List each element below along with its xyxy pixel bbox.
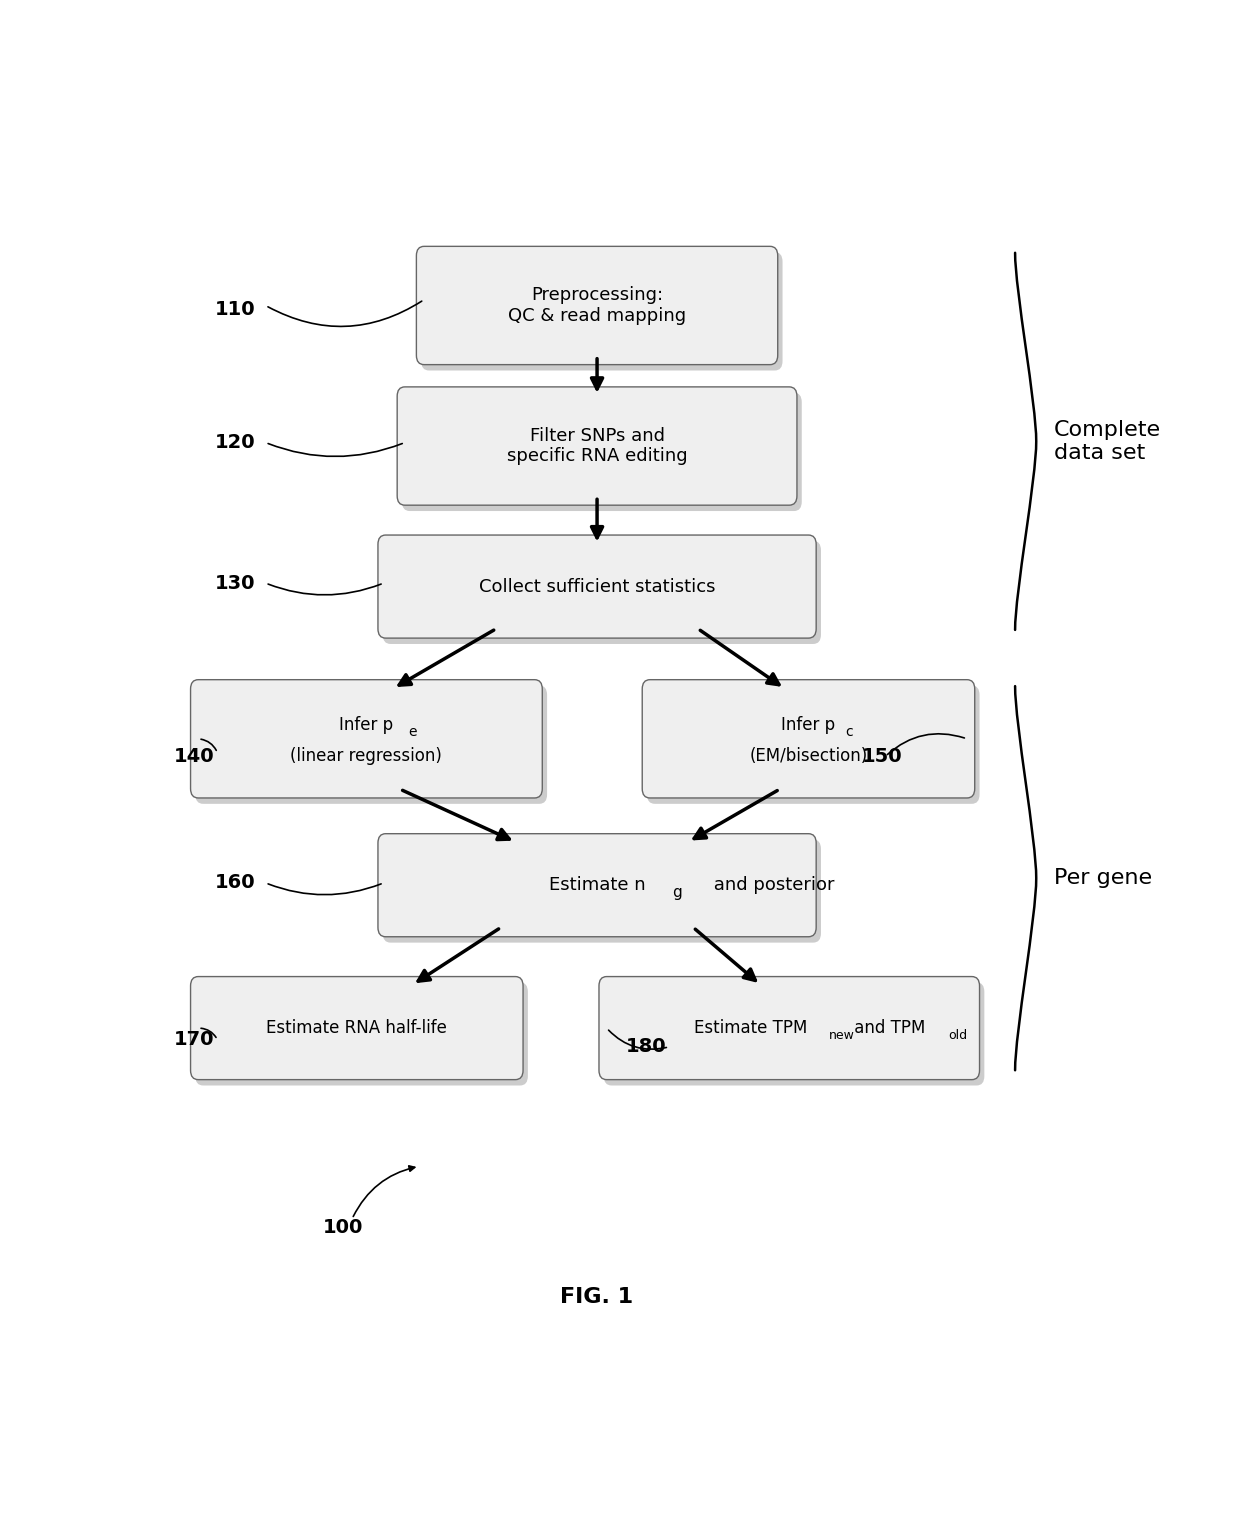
FancyBboxPatch shape <box>191 976 523 1080</box>
FancyBboxPatch shape <box>383 840 821 943</box>
Text: Complete
data set: Complete data set <box>1054 420 1161 462</box>
Text: (EM/bisection): (EM/bisection) <box>749 747 868 765</box>
Text: Estimate n: Estimate n <box>549 876 645 894</box>
Text: Filter SNPs and
specific RNA editing: Filter SNPs and specific RNA editing <box>507 426 687 465</box>
FancyBboxPatch shape <box>191 680 542 799</box>
Text: Per gene: Per gene <box>1054 868 1152 888</box>
FancyBboxPatch shape <box>196 686 547 803</box>
Text: Infer p: Infer p <box>340 716 393 733</box>
Text: Infer p: Infer p <box>781 716 836 733</box>
FancyBboxPatch shape <box>417 246 777 365</box>
Text: 130: 130 <box>215 573 255 593</box>
Text: Estimate RNA half-life: Estimate RNA half-life <box>267 1019 448 1037</box>
Text: and TPM: and TPM <box>849 1019 925 1037</box>
FancyBboxPatch shape <box>378 535 816 639</box>
FancyBboxPatch shape <box>402 392 802 511</box>
Text: Preprocessing:
QC & read mapping: Preprocessing: QC & read mapping <box>508 286 686 325</box>
Text: old: old <box>947 1028 967 1042</box>
Text: 100: 100 <box>324 1218 363 1237</box>
Text: g: g <box>672 885 682 900</box>
FancyBboxPatch shape <box>196 983 528 1086</box>
Text: new: new <box>830 1028 856 1042</box>
Text: Collect sufficient statistics: Collect sufficient statistics <box>479 578 715 596</box>
FancyBboxPatch shape <box>604 983 985 1086</box>
Text: and posterior: and posterior <box>708 876 835 894</box>
Text: e: e <box>408 726 417 739</box>
Text: FIG. 1: FIG. 1 <box>560 1287 634 1308</box>
Text: 170: 170 <box>174 1030 215 1049</box>
FancyBboxPatch shape <box>378 834 816 937</box>
Text: 110: 110 <box>215 300 255 318</box>
FancyBboxPatch shape <box>647 686 980 803</box>
FancyBboxPatch shape <box>599 976 980 1080</box>
Text: 160: 160 <box>215 873 255 893</box>
Text: c: c <box>844 726 853 739</box>
Text: 120: 120 <box>215 433 255 452</box>
FancyBboxPatch shape <box>642 680 975 799</box>
Text: 140: 140 <box>174 747 215 767</box>
Text: Estimate TPM: Estimate TPM <box>694 1019 807 1037</box>
FancyBboxPatch shape <box>383 541 821 643</box>
Text: 150: 150 <box>862 747 901 767</box>
Text: 180: 180 <box>626 1037 667 1057</box>
Text: (linear regression): (linear regression) <box>290 747 443 765</box>
FancyBboxPatch shape <box>397 386 797 505</box>
FancyBboxPatch shape <box>422 252 782 371</box>
